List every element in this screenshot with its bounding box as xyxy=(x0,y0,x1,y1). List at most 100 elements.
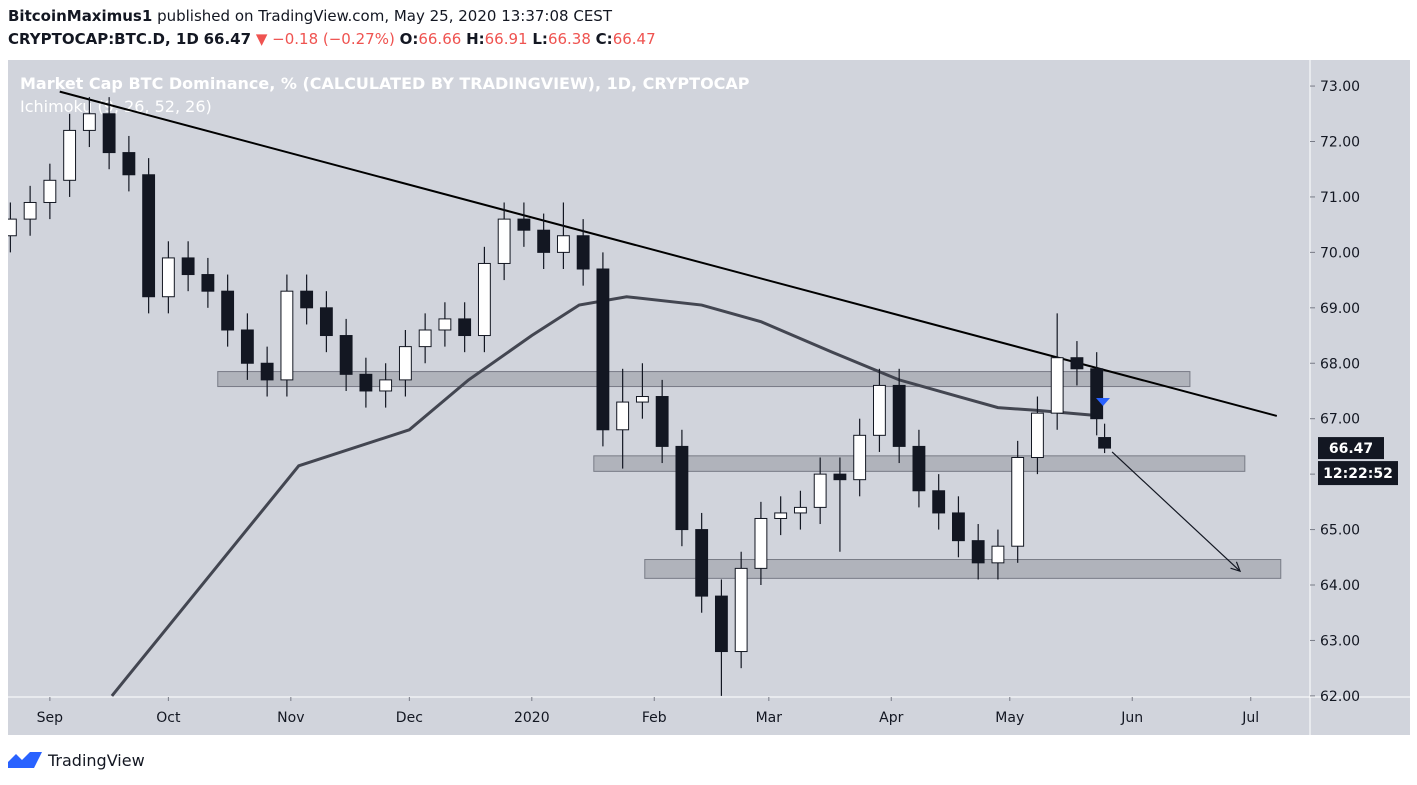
candle-body xyxy=(1070,357,1084,370)
candle-body xyxy=(82,113,96,131)
candle-body xyxy=(833,473,847,481)
candle-body xyxy=(1031,412,1044,459)
candle-body xyxy=(774,512,788,519)
candle-body xyxy=(695,529,709,597)
y-tick-label: 73.00 xyxy=(1320,79,1360,95)
candle-body xyxy=(655,396,669,447)
candle-body xyxy=(1050,357,1064,414)
candle-body xyxy=(892,384,906,447)
candle-body xyxy=(991,545,1005,564)
support-zone xyxy=(217,371,1191,388)
candle-body xyxy=(438,318,452,331)
candle-body xyxy=(616,401,630,431)
x-tick-label: Dec xyxy=(396,710,423,726)
y-tick-label: 64.00 xyxy=(1320,578,1360,594)
candle-body xyxy=(43,179,57,203)
last: 66.47 xyxy=(203,30,252,48)
arrow-head xyxy=(1230,561,1242,573)
candle-body xyxy=(635,396,649,403)
candle-body xyxy=(754,517,768,569)
candle-body xyxy=(813,473,827,508)
x-tick-label: Oct xyxy=(156,710,181,726)
candle-body xyxy=(23,201,37,220)
candle-body xyxy=(912,445,926,492)
ohlc-label: H: xyxy=(466,30,485,48)
ohlc-value: 66.66 xyxy=(418,30,462,48)
candle-body xyxy=(714,595,728,653)
candle-body xyxy=(8,218,17,237)
candle-body xyxy=(398,346,412,381)
candle-body xyxy=(675,445,689,531)
support-zone xyxy=(644,559,1282,579)
candle-body xyxy=(63,129,77,181)
brand: TradingView xyxy=(47,751,145,770)
candle-body xyxy=(221,290,235,331)
signal-marker xyxy=(1096,398,1111,407)
candle-body xyxy=(201,274,215,292)
y-tick-label: 69.00 xyxy=(1320,301,1360,317)
ohlc-label: O: xyxy=(399,30,419,48)
candle-body xyxy=(161,257,175,298)
published: published on TradingView.com, May 25, 20… xyxy=(157,7,612,25)
candle-body xyxy=(1011,457,1025,547)
countdown-box xyxy=(1318,461,1398,486)
ohlc-value: 66.38 xyxy=(547,30,591,48)
y-tick-label: 72.00 xyxy=(1320,134,1360,150)
candle-body xyxy=(260,362,274,381)
y-tick-label: 70.00 xyxy=(1320,245,1360,261)
ohlc-value: 66.91 xyxy=(484,30,528,48)
candle-body xyxy=(280,290,294,381)
symbol: CRYPTOCAP:BTC.D, 1D xyxy=(8,30,199,48)
plot-area xyxy=(8,90,1282,697)
header-line: BitcoinMaximus1 published on TradingView… xyxy=(8,7,612,25)
candle-body xyxy=(458,318,472,337)
x-tick-label: Jul xyxy=(1241,710,1259,726)
candle-body xyxy=(240,329,254,364)
author: BitcoinMaximus1 xyxy=(8,7,153,25)
candle-body xyxy=(1090,368,1104,420)
candle-body xyxy=(537,229,551,253)
y-tick-label: 71.00 xyxy=(1320,190,1360,206)
candle-body xyxy=(596,268,610,431)
x-tick-label: 2020 xyxy=(514,710,550,726)
candle-body xyxy=(576,235,590,270)
candle-body xyxy=(793,506,807,514)
change: ▼ −0.18 (−0.27%) xyxy=(255,30,395,48)
ohlc-value: 66.47 xyxy=(612,30,656,48)
candle-body xyxy=(319,307,333,337)
x-tick-label: Mar xyxy=(756,710,783,726)
x-tick-label: Feb xyxy=(642,710,667,726)
x-tick-label: May xyxy=(995,710,1024,726)
candle-body xyxy=(142,174,156,298)
candle-body xyxy=(556,235,570,253)
candle-body xyxy=(734,567,748,653)
candle-body xyxy=(339,335,353,375)
arrow xyxy=(1111,451,1241,572)
moving-average xyxy=(110,295,1101,697)
chart-background xyxy=(8,60,1410,735)
candle-body xyxy=(497,218,511,264)
last-price: 66.47 xyxy=(1329,441,1373,457)
x-tick-label: Sep xyxy=(37,710,64,726)
y-tick-label: 65.00 xyxy=(1320,523,1360,539)
header-line: CRYPTOCAP:BTC.D, 1D 66.47 ▼ −0.18 (−0.27… xyxy=(8,30,656,48)
x-tick-label: Nov xyxy=(277,710,304,726)
candle-body xyxy=(853,434,867,481)
y-tick-label: 62.00 xyxy=(1320,689,1360,705)
candle-body xyxy=(300,290,314,309)
y-tick-label: 63.00 xyxy=(1320,633,1360,649)
candle-body xyxy=(477,262,491,337)
candle-body xyxy=(952,512,965,542)
logo xyxy=(8,752,42,768)
candle-body xyxy=(359,373,373,392)
candle-body xyxy=(517,218,531,231)
x-tick-label: Apr xyxy=(879,710,903,726)
candle-body xyxy=(379,379,393,392)
candle-body xyxy=(872,384,886,436)
candle-body xyxy=(1098,437,1112,449)
countdown: 12:22:52 xyxy=(1323,466,1393,482)
ohlc: O:66.66 H:66.91 L:66.38 C:66.47 xyxy=(400,30,656,48)
candle-body xyxy=(181,257,195,276)
y-tick-label: 68.00 xyxy=(1320,356,1360,372)
